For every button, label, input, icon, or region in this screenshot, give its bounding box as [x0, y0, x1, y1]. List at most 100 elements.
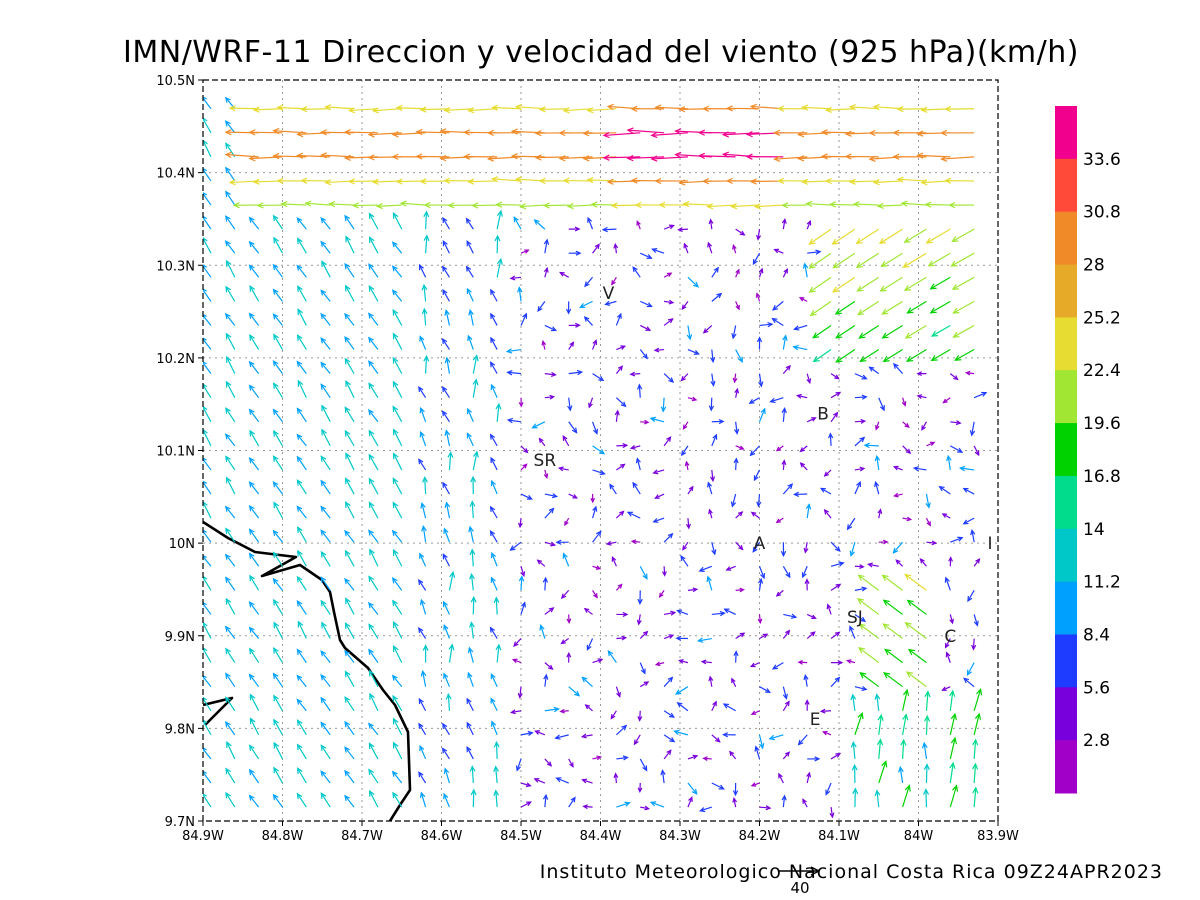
- wind-vector: [579, 300, 593, 308]
- wind-vector: [892, 129, 927, 136]
- wind-vector: [854, 480, 861, 495]
- wind-vector: [321, 621, 331, 639]
- wind-vector: [681, 301, 689, 311]
- wind-vector: [203, 575, 212, 591]
- wind-vector: [950, 536, 964, 543]
- wind-vector: [707, 241, 713, 254]
- wind-vector: [581, 778, 593, 784]
- wind-vector: [808, 228, 832, 245]
- wind-vector: [226, 740, 236, 760]
- wind-vector: [808, 276, 832, 293]
- wind-vector: [442, 288, 450, 302]
- wind-vector: [393, 452, 403, 471]
- wind-vector: [758, 407, 766, 423]
- wind-vector: [562, 177, 593, 184]
- wind-vector: [203, 405, 212, 423]
- wind-vector: [906, 300, 927, 314]
- wind-vector: [852, 787, 859, 808]
- lat-tick-label: 9.8N: [165, 722, 195, 737]
- wind-vector: [916, 394, 927, 399]
- wind-vector: [345, 501, 355, 519]
- credit-line: Instituto Meteorologico Nacional Costa R…: [540, 861, 1163, 883]
- wind-vector: [249, 574, 260, 591]
- wind-vector: [544, 758, 553, 767]
- wind-vector: [676, 701, 689, 712]
- wind-vector: [520, 566, 526, 578]
- wind-vector: [640, 805, 651, 811]
- coastline-west-peninsula: [203, 696, 234, 726]
- wind-vector: [748, 397, 760, 404]
- wind-vector: [583, 316, 593, 326]
- wind-vector: [902, 784, 911, 808]
- wind-vector: [930, 349, 951, 362]
- wind-vector: [848, 178, 879, 185]
- wind-vector: [850, 693, 857, 711]
- wind-vector: [806, 417, 817, 423]
- wind-vector: [224, 625, 236, 639]
- wind-vector: [926, 441, 936, 447]
- wind-vector: [203, 501, 212, 519]
- wind-vector: [296, 217, 307, 230]
- wind-vector: [580, 733, 593, 739]
- wind-vector: [544, 507, 555, 519]
- wind-vector: [632, 481, 641, 495]
- wind-vector: [392, 477, 403, 495]
- wind-vector: [678, 659, 689, 664]
- wind-vector: [249, 284, 260, 302]
- wind-vector: [582, 130, 617, 137]
- wind-vector: [735, 632, 746, 640]
- wind-vector: [225, 166, 236, 182]
- wind-vector: [851, 763, 858, 784]
- wind-vector: [782, 700, 790, 712]
- wind-vector: [874, 789, 881, 808]
- wind-vector: [772, 300, 784, 311]
- wind-vector: [347, 178, 378, 185]
- wind-vector: [849, 625, 856, 639]
- wind-vector: [640, 300, 653, 308]
- wind-vector: [682, 421, 689, 430]
- wind-vector: [368, 477, 379, 495]
- wind-vector: [950, 445, 964, 453]
- wind-vector: [444, 356, 451, 374]
- wind-vector: [393, 645, 403, 663]
- wind-vector: [518, 518, 523, 529]
- wind-vector: [901, 397, 907, 407]
- wind-vector: [626, 127, 665, 134]
- wind-vector: [803, 674, 809, 687]
- wind-vector: [944, 177, 975, 184]
- wind-vector: [735, 301, 740, 311]
- wind-vector: [859, 672, 880, 688]
- wind-vector: [702, 756, 712, 761]
- lat-lon-grid: [203, 80, 998, 821]
- wind-vector: [447, 451, 454, 470]
- wind-vector: [639, 662, 646, 675]
- wind-vector: [769, 397, 784, 404]
- wind-vector: [272, 214, 283, 230]
- wind-vector: [272, 408, 283, 423]
- wind-vector: [824, 177, 855, 185]
- colorbar-label: 16.8: [1083, 467, 1121, 487]
- wind-vector: [859, 349, 880, 363]
- wind-vector: [685, 518, 691, 530]
- wind-vector: [490, 479, 498, 495]
- wind-vector: [520, 312, 528, 326]
- wind-vector: [753, 203, 784, 210]
- wind-vector: [616, 611, 629, 617]
- wind-vector: [368, 236, 379, 254]
- wind-vector: [857, 574, 880, 591]
- wind-vector: [973, 614, 979, 627]
- wind-vector: [248, 768, 260, 784]
- wind-vector: [568, 250, 582, 256]
- lon-tick-label: 84.2W: [739, 829, 781, 844]
- wind-vector: [226, 355, 236, 374]
- wind-vector: [225, 767, 236, 784]
- wind-vector: [320, 289, 331, 302]
- wind-vector: [248, 794, 260, 808]
- wind-vector: [296, 479, 307, 495]
- wind-vector: [950, 252, 975, 267]
- wind-vector: [850, 740, 857, 759]
- wind-vector: [735, 349, 743, 363]
- wind-vector: [756, 336, 763, 350]
- wind-vector: [443, 177, 474, 184]
